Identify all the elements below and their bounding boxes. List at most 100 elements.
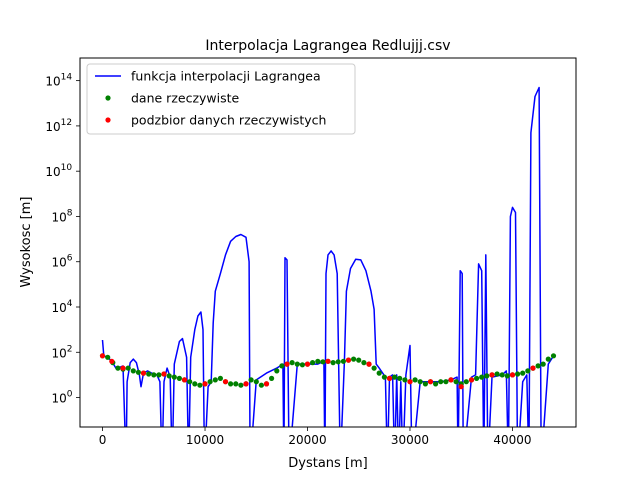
legend-point-swatch (105, 117, 111, 123)
series-1-point-25 (228, 381, 234, 387)
series-2-point-19 (458, 384, 464, 390)
legend-label: podzbior danych rzeczywistych (131, 113, 326, 128)
y-tick-label-exponent: 0 (67, 390, 73, 400)
series-2-point-17 (427, 379, 434, 385)
series-2-point-16 (407, 379, 413, 385)
interpolation-line (101, 86, 555, 427)
series-2-point-7 (222, 379, 229, 385)
legend: funkcja interpolacji Lagrangea dane rzecz… (86, 63, 356, 135)
y-tick-label-base: 10 (45, 165, 60, 179)
series-1-point-77 (494, 371, 500, 377)
series-2-point-2 (120, 365, 126, 371)
series-1-point-35 (279, 363, 285, 369)
series-1-point-38 (294, 361, 300, 367)
series-1-point-31 (258, 382, 264, 388)
series-1-point-85 (535, 363, 541, 369)
series-1-point-58 (397, 375, 403, 381)
series-1-point-46 (335, 359, 341, 365)
series-1-point-37 (289, 360, 295, 366)
series-1-point-6 (130, 368, 136, 374)
series-1-point-82 (520, 370, 526, 376)
series-1-point-78 (499, 372, 505, 378)
series-2-point-12 (325, 358, 331, 364)
x-tick-label: 30000 (391, 433, 429, 447)
plot-frame (79, 57, 577, 428)
series-1-point-66 (438, 379, 444, 385)
series-1-point-81 (515, 371, 521, 377)
series-1-point-57 (392, 374, 398, 380)
series-2-point-1 (109, 358, 115, 364)
series-2-point-0 (99, 353, 106, 359)
y-tick-label-base: 10 (45, 120, 60, 134)
y-tick-label-exponent: 2 (67, 344, 73, 354)
series-2-point-14 (366, 361, 372, 367)
legend-label: funkcja interpolacji Lagrangea (131, 69, 321, 84)
series-2-point-4 (161, 371, 167, 377)
series-1-point-15 (176, 375, 182, 381)
y-tick-label-exponent: 8 (67, 208, 73, 218)
series-1-point-23 (217, 375, 223, 381)
plot-area (99, 86, 557, 427)
legend-label: dane rzeczywiste (131, 91, 240, 106)
series-2 (99, 353, 536, 390)
series-1-point-79 (504, 373, 510, 379)
series-1-point-86 (540, 361, 546, 367)
series-1-point-33 (269, 375, 275, 381)
series-1-point-18 (192, 381, 198, 387)
series-1-point-7 (135, 369, 141, 375)
x-tick-label: 20000 (288, 433, 326, 447)
legend-point-swatch (105, 95, 111, 101)
x-tick-label: 0 (99, 433, 107, 447)
series-1-point-53 (371, 365, 377, 371)
series-2-point-9 (263, 381, 270, 387)
series-0 (101, 86, 555, 427)
series-1-point-11 (156, 372, 162, 378)
series-1-point-5 (125, 365, 131, 371)
series-1-point-39 (299, 362, 305, 368)
series-1-point-22 (212, 377, 218, 383)
series-1-point-63 (422, 381, 428, 387)
series-1-point-87 (545, 356, 551, 362)
series-1-point-50 (356, 357, 362, 363)
legend-frame (86, 63, 356, 135)
y-tick-label-exponent: 14 (61, 73, 73, 83)
series-1-point-13 (166, 373, 172, 379)
series-1-point-51 (361, 360, 367, 366)
series-1-point-27 (238, 382, 244, 388)
series-1-point-83 (525, 368, 531, 374)
series-2-point-10 (284, 361, 290, 367)
series-1-point-47 (340, 358, 346, 364)
legend-entry-2: podzbior danych rzeczywistych (105, 113, 326, 128)
series-2-point-23 (530, 365, 536, 371)
chart-title: Interpolacja Lagrangea Redlujjj.csv (205, 38, 450, 54)
series-1-point-41 (310, 360, 316, 366)
series-1-point-74 (479, 374, 485, 380)
series-1-point-62 (417, 379, 423, 385)
y-tick-label-exponent: 10 (61, 163, 73, 173)
series-1-point-59 (402, 377, 408, 383)
y-axis-label: Wysokosc [m] (19, 197, 34, 288)
series-2-point-5 (181, 377, 188, 383)
series-1-point-26 (233, 381, 239, 387)
series-1-point-9 (146, 371, 152, 377)
series-2-point-21 (489, 372, 495, 378)
x-axis-label: Dystans [m] (288, 456, 368, 471)
y-tick-label-base: 10 (52, 256, 67, 270)
series-1-point-21 (207, 379, 213, 385)
series-1-point-19 (197, 382, 203, 388)
series-1-point-88 (550, 353, 557, 359)
series-2-point-3 (140, 370, 147, 376)
series-1-point-43 (320, 359, 326, 365)
series-2-point-18 (448, 377, 454, 383)
y-tick-label-base: 10 (52, 301, 67, 315)
series-1-point-54 (376, 370, 382, 376)
y-tick-label-base: 10 (52, 346, 67, 360)
y-tick-label-base: 10 (45, 75, 60, 89)
series-1-point-42 (315, 358, 321, 364)
series-1-point-17 (187, 379, 193, 385)
series-1-point-30 (253, 379, 259, 385)
series-1-point-73 (474, 375, 480, 381)
series-2-point-11 (304, 361, 311, 367)
series-2-point-8 (243, 381, 249, 387)
